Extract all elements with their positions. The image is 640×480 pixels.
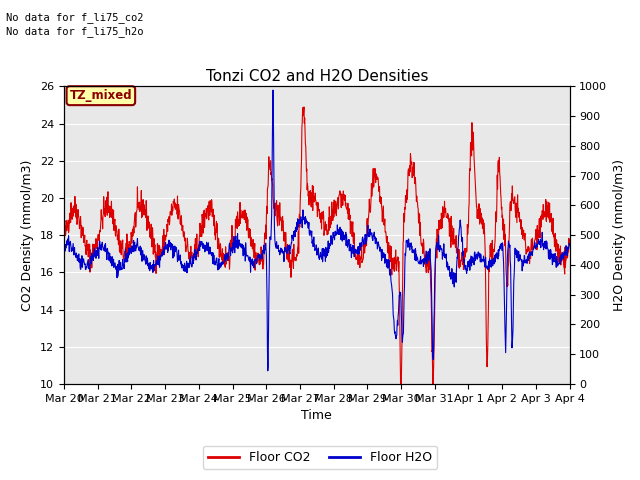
Legend: Floor CO2, Floor H2O: Floor CO2, Floor H2O bbox=[203, 446, 437, 469]
Text: No data for f_li75_h2o: No data for f_li75_h2o bbox=[6, 26, 144, 37]
Y-axis label: H2O Density (mmol/m3): H2O Density (mmol/m3) bbox=[613, 159, 626, 311]
Text: No data for f_li75_co2: No data for f_li75_co2 bbox=[6, 12, 144, 23]
Text: TZ_mixed: TZ_mixed bbox=[70, 89, 132, 102]
X-axis label: Time: Time bbox=[301, 409, 332, 422]
Y-axis label: CO2 Density (mmol/m3): CO2 Density (mmol/m3) bbox=[22, 159, 35, 311]
Title: Tonzi CO2 and H2O Densities: Tonzi CO2 and H2O Densities bbox=[205, 69, 428, 84]
